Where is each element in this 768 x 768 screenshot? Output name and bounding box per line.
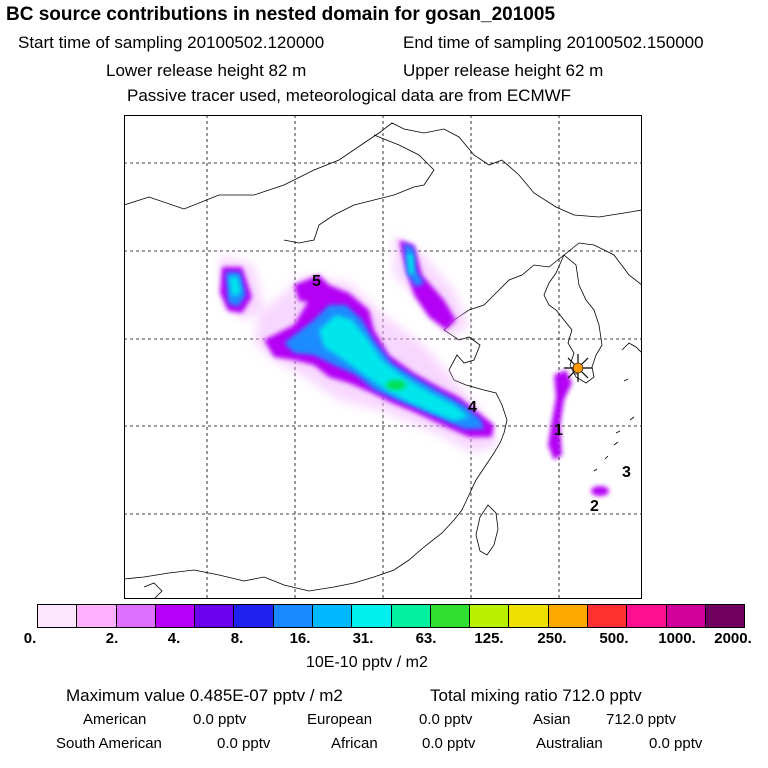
- page-title: BC source contributions in nested domain…: [6, 4, 556, 25]
- australian-label: Australian: [536, 735, 603, 752]
- upper-release-label: Upper release height 62 m: [403, 61, 604, 80]
- colorbar-tick-label: 1000.: [658, 630, 696, 647]
- taiwan-island: [475, 504, 499, 556]
- colorbar-swatch: [627, 605, 667, 627]
- plume-peak: [386, 380, 406, 390]
- colorbar-tick-label: 500.: [599, 630, 629, 647]
- colorbar-tick-label: 4.: [167, 630, 181, 647]
- hainan-island: [143, 582, 163, 599]
- korea-peninsula: [543, 254, 603, 384]
- source-contribution-map: 1 2 3 4 5: [124, 115, 642, 599]
- start-time-label: Start time of sampling 20100502.120000: [18, 33, 325, 52]
- mongolia-border: [124, 122, 503, 210]
- asian-label: Asian: [533, 711, 571, 728]
- plume-high-level: [229, 253, 469, 421]
- source-label-1: 1: [554, 422, 563, 439]
- japan-kyushu: [621, 342, 642, 354]
- african-label: African: [331, 735, 378, 752]
- asian-value: 712.0 pptv: [606, 711, 677, 728]
- colorbar-swatch: [234, 605, 274, 627]
- colorbar-tick-label: 63.: [415, 630, 437, 647]
- south-american-label: South American: [56, 735, 162, 752]
- colorbar-unit: 10E-10 pptv / m2: [306, 654, 428, 671]
- map-frame: [124, 115, 642, 599]
- source-label-5: 5: [312, 273, 321, 290]
- african-value: 0.0 pptv: [422, 735, 476, 752]
- china-korea-border: [453, 242, 642, 321]
- european-value: 0.0 pptv: [419, 711, 473, 728]
- end-time-label: End time of sampling 20100502.150000: [403, 33, 704, 52]
- source-label-4: 4: [468, 399, 477, 416]
- colorbar-swatch: [312, 605, 353, 627]
- colorbar-tick-label: 250.: [537, 630, 567, 647]
- colorbar: [37, 604, 745, 628]
- colorbar-tick-label: 2000.: [714, 630, 752, 647]
- mongolia-border-east: [283, 134, 435, 244]
- colorbar-swatch: [548, 605, 588, 627]
- china-coastline: [124, 319, 508, 592]
- colorbar-swatch: [116, 605, 156, 627]
- south-american-value: 0.0 pptv: [217, 735, 271, 752]
- colorbar-tick-label: 125.: [474, 630, 504, 647]
- source-label-2: 2: [590, 498, 599, 515]
- colorbar-swatch: [38, 605, 78, 627]
- colorbar-swatch: [509, 605, 549, 627]
- colorbar-tick-label: 0.: [23, 630, 37, 647]
- ryukyu-islands: [593, 378, 635, 472]
- colorbar-swatch: [273, 605, 313, 627]
- lat-lon-grid: [124, 115, 642, 599]
- tracer-note: Passive tracer used, meteorological data…: [127, 86, 572, 105]
- colorbar-tick-label: 2.: [105, 630, 119, 647]
- american-label: American: [83, 711, 147, 728]
- american-value: 0.0 pptv: [193, 711, 247, 728]
- colorbar-tick-label: 16.: [289, 630, 311, 647]
- lower-release-label: Lower release height 82 m: [106, 61, 307, 80]
- colorbar-swatch: [587, 605, 628, 627]
- source-label-3: 3: [622, 464, 631, 481]
- colorbar-swatch: [470, 605, 510, 627]
- european-label: European: [307, 711, 373, 728]
- colorbar-tick-label: 8.: [230, 630, 244, 647]
- colorbar-swatch: [391, 605, 431, 627]
- total-mixing-ratio-label: Total mixing ratio 712.0 pptv: [430, 686, 642, 705]
- colorbar-swatch: [77, 605, 117, 627]
- colorbar-swatch: [705, 605, 745, 627]
- max-value-label: Maximum value 0.485E-07 pptv / m2: [66, 686, 343, 705]
- colorbar-swatch: [155, 605, 196, 627]
- receptor-marker: [564, 354, 592, 382]
- colorbar-tick-label: 31.: [352, 630, 374, 647]
- northeast-china-border: [501, 159, 642, 218]
- australian-value: 0.0 pptv: [649, 735, 703, 752]
- colorbar-swatch: [666, 605, 706, 627]
- colorbar-swatch: [352, 605, 392, 627]
- colorbar-swatch: [430, 605, 471, 627]
- colorbar-swatch: [195, 605, 235, 627]
